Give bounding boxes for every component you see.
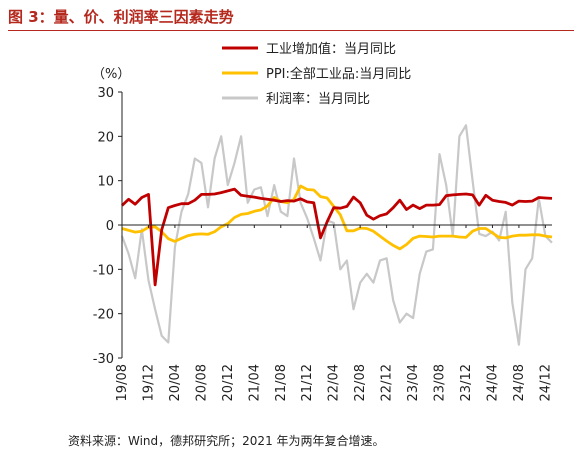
series-line-0 [121,187,553,287]
x-tick-label: 23/04 [406,364,421,401]
axes: -30 -20 -10 0 10 20 30 19/08 19/12 20/04 20/08 20/1… [93,86,554,401]
x-tick-label: 20/12 [221,364,236,401]
x-tick-label: 21/04 [247,364,262,401]
x-tick-label: 22/04 [327,364,342,401]
legend-label-0: 工业增加值：当月同比 [266,41,396,57]
x-tick-label: 24/04 [485,364,500,401]
source-note: 资料来源：Wind，德邦研究所；2021 年为两年复合增速。 [68,434,385,448]
y-tick-label: 10 [97,175,114,190]
y-tick-label: 0 [106,219,114,234]
x-tick-label: 20/04 [168,364,183,401]
title-rule [8,30,574,31]
x-tick-label: 22/12 [380,364,395,401]
series-line-1 [121,184,553,251]
x-tick-label: 22/08 [353,364,368,401]
x-tick-label: 20/08 [194,364,209,401]
y-tick-label: 20 [97,130,114,145]
x-tick-label: 19/12 [141,364,156,401]
x-tick-label: 21/08 [274,364,289,401]
x-tick-label: 24/08 [512,364,527,401]
series-lines [120,124,553,346]
x-tick-label: 23/08 [433,364,448,401]
y-axis-unit: （%） [92,67,131,82]
y-tick-label: -20 [93,308,114,323]
x-tick-label: 24/12 [538,364,553,401]
y-tick-label: -30 [93,352,114,367]
legend-label-1: PPI:全部工业品:当月同比 [266,66,411,82]
x-tick-label: 23/12 [459,364,474,401]
figure-title: 图 3：量、价、利润率三因素走势 [8,8,234,26]
y-tick-label: -10 [93,263,114,278]
series-line-2 [120,124,553,346]
x-tick-label: 21/12 [300,364,315,401]
y-tick-label: 30 [97,86,114,101]
x-tick-label: 19/08 [115,364,130,401]
legend-label-2: 利润率：当月同比 [266,91,370,107]
